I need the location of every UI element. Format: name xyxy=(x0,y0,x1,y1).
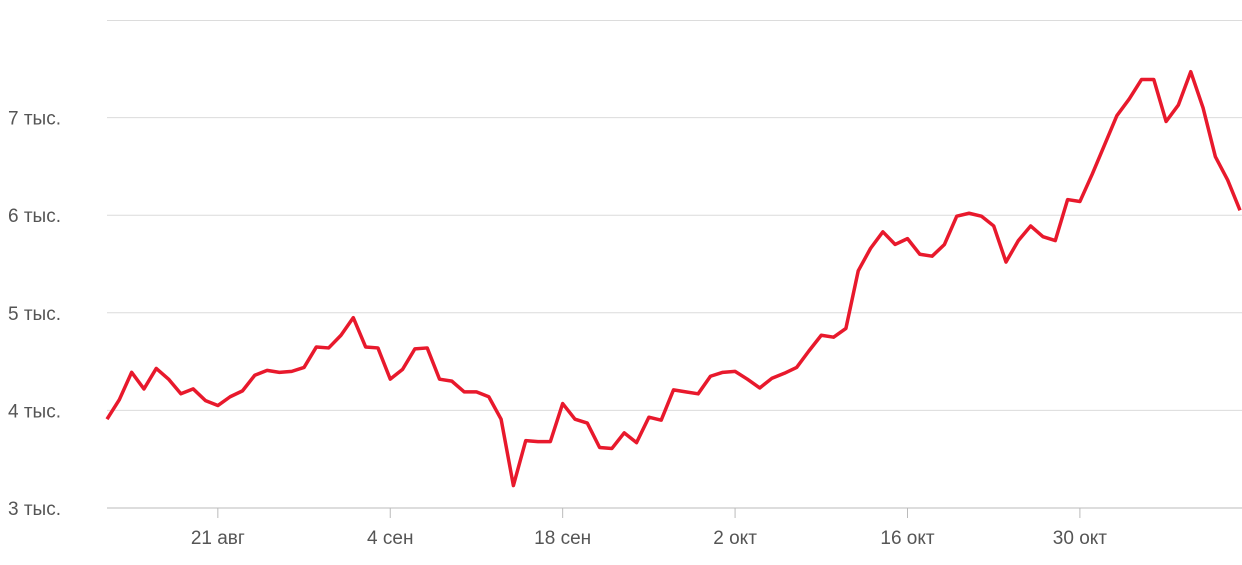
x-tick-label: 2 окт xyxy=(713,528,757,549)
y-tick-label: 4 тыс. xyxy=(8,401,61,422)
y-tick-label: 3 тыс. xyxy=(8,499,61,520)
x-tick-label: 21 авг xyxy=(191,528,245,549)
data-line xyxy=(105,69,1242,488)
y-tick-label: 7 тыс. xyxy=(8,109,61,130)
x-tick-label: 4 сен xyxy=(367,528,413,549)
x-tick-label: 18 сен xyxy=(534,528,591,549)
y-tick-label: 5 тыс. xyxy=(8,304,61,325)
x-tick-label: 30 окт xyxy=(1053,528,1108,549)
y-tick-label: 6 тыс. xyxy=(8,206,61,227)
x-tick-label: 16 окт xyxy=(880,528,935,549)
